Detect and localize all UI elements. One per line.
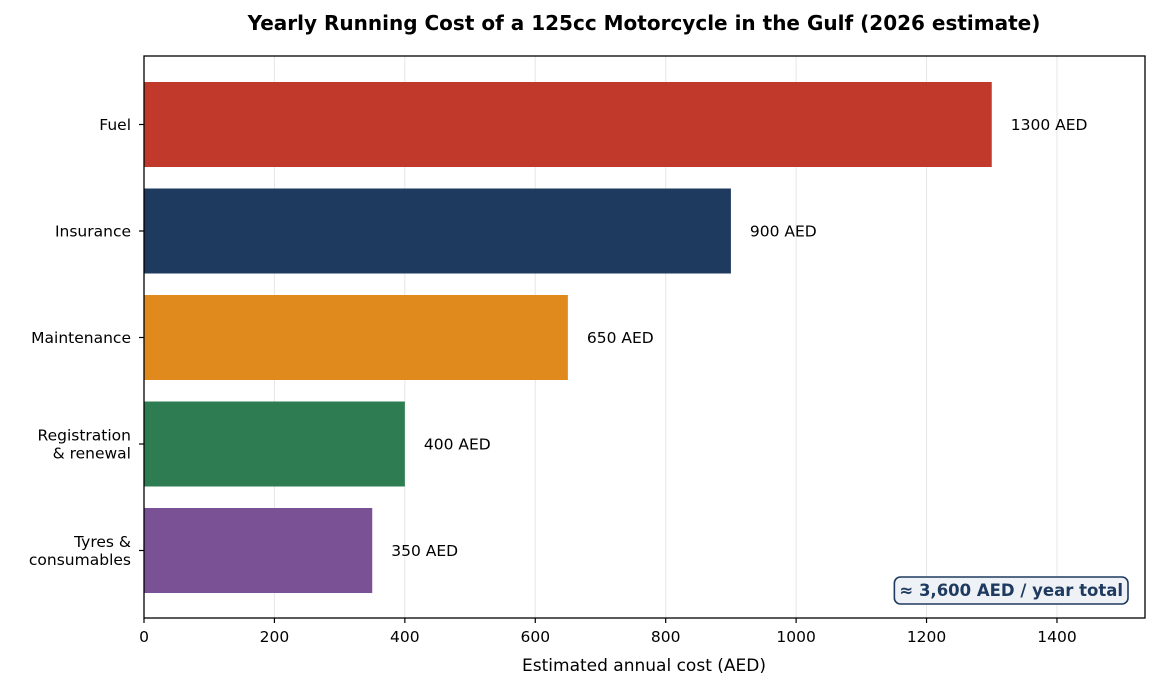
value-label-1: 900 AED xyxy=(750,223,817,241)
x-tick-label-1200: 1200 xyxy=(907,628,946,646)
total-annotation-text: ≈ 3,600 AED / year total xyxy=(899,581,1123,600)
y-tick-label-4-0: Tyres & xyxy=(73,533,131,551)
bar-3 xyxy=(144,401,405,487)
x-tick-label-1400: 1400 xyxy=(1037,628,1076,646)
value-label-2: 650 AED xyxy=(587,329,654,347)
x-tick-label-600: 600 xyxy=(520,628,550,646)
y-tick-label-3-0: Registration xyxy=(38,427,131,445)
x-axis-label: Estimated annual cost (AED) xyxy=(522,656,766,676)
x-tick-label-0: 0 xyxy=(139,628,149,646)
y-tick-label-1-0: Insurance xyxy=(55,223,131,241)
data-labels: 1300 AED 900 AED 650 AED 400 AED 350 AED xyxy=(391,116,1087,560)
y-tick-label-4-1: consumables xyxy=(29,551,131,569)
x-tick-label-1000: 1000 xyxy=(776,628,815,646)
x-tick-label-800: 800 xyxy=(651,628,681,646)
value-label-0: 1300 AED xyxy=(1011,116,1088,134)
x-axis-ticks: 0 200 400 600 800 1000 1200 1400 xyxy=(139,618,1077,646)
bar-0 xyxy=(144,82,992,167)
bar-1 xyxy=(144,188,731,274)
y-axis-ticks: Fuel Insurance Maintenance Registration& re… xyxy=(29,116,144,569)
value-label-3: 400 AED xyxy=(424,436,491,454)
bar-2 xyxy=(144,295,568,380)
bars xyxy=(144,82,992,593)
chart-title: Yearly Running Cost of a 125cc Motorcycl… xyxy=(247,11,1041,35)
x-tick-label-400: 400 xyxy=(390,628,420,646)
x-tick-label-200: 200 xyxy=(260,628,290,646)
total-annotation: ≈ 3,600 AED / year total xyxy=(893,576,1129,605)
total-annotation-box xyxy=(893,576,1129,605)
y-tick-label-0-0: Fuel xyxy=(99,116,131,134)
value-label-4: 350 AED xyxy=(391,542,458,560)
y-tick-label-3-1: & renewal xyxy=(53,445,131,463)
bar-4 xyxy=(144,508,373,593)
y-tick-label-2-0: Maintenance xyxy=(31,329,131,347)
